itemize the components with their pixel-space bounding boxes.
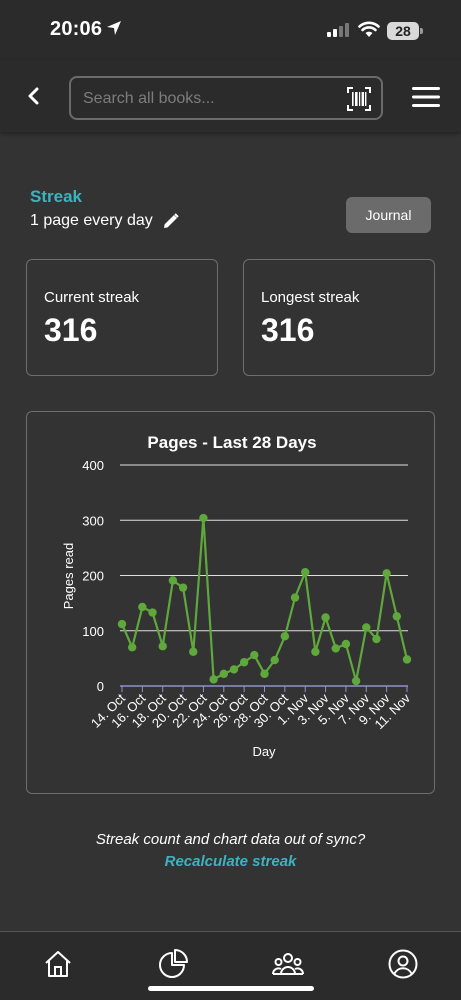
longest-streak-label: Longest streak [261,289,360,306]
chart-data-point [219,669,228,679]
hamburger-menu-icon[interactable] [412,86,440,108]
battery-icon: 28 [387,22,419,40]
search-box[interactable] [69,76,383,120]
chart-data-point [351,676,361,686]
chart-y-tick-label: 0 [97,679,104,694]
chart-data-point [321,613,330,622]
streak-goal: 1 page every day [30,212,153,229]
home-indicator[interactable] [148,986,314,991]
chart-title: Pages - Last 28 Days [147,433,316,452]
stats-pie-icon[interactable] [157,948,189,980]
chart-series-line [120,516,409,683]
chart-data-point [250,650,259,660]
chart-data-point [270,655,279,665]
chart-data-point [158,642,167,651]
profile-icon[interactable] [387,948,419,980]
chart-y-tick-label: 100 [82,624,104,639]
sync-note: Streak count and chart data out of sync? [95,831,366,848]
chart-data-point [229,665,239,674]
chart-data-point [362,623,371,632]
chart-y-tick-label: 300 [82,513,104,528]
battery-tip [420,28,423,34]
pages-line-chart: Pages - Last 28 Days Pages read Day 0 100… [61,433,413,759]
chart-data-point [209,675,218,684]
chart-data-point [239,658,249,667]
chart-data-point [280,632,290,641]
search-input[interactable] [83,88,333,110]
current-streak-card: Current streak 316 [26,259,218,376]
chart-data-point [341,639,351,649]
chart-data-point [168,576,178,585]
chart-data-point [402,655,412,664]
community-icon[interactable] [272,948,304,980]
longest-streak-card: Longest streak 316 [243,259,435,376]
current-streak-value: 316 [44,312,98,348]
chart-data-point [127,643,137,652]
chart-data-point [148,608,157,617]
back-chevron-icon[interactable] [22,84,46,108]
home-icon[interactable] [42,948,74,980]
chart-data-point [382,569,391,578]
chart-data-point [311,647,320,656]
longest-streak-value: 316 [261,312,315,348]
recalculate-streak-link[interactable]: Recalculate streak [164,853,297,870]
chart-data-point [290,593,300,602]
current-streak-label: Current streak [44,289,140,306]
chart-y-tick-label: 400 [82,458,104,473]
chart-data-point [199,513,208,523]
chart-data-point [117,619,127,629]
journal-button[interactable]: Journal [346,197,431,233]
chart-data-point [189,647,198,656]
chart-data-point [178,583,188,592]
top-bar [0,60,461,132]
chart-data-point [138,602,147,612]
streak-title: Streak [30,187,82,206]
chart-x-axis-label: Day [252,744,276,759]
pencil-edit-icon[interactable] [163,213,179,229]
pages-chart-card: Pages - Last 28 Days Pages read Day 0 100… [26,411,435,794]
chart-y-axis-label: Pages read [61,543,76,610]
wifi-icon [358,21,380,37]
barcode-scan-icon[interactable] [347,87,371,111]
status-bar: 20:06 28 [0,0,461,60]
chart-data-point [260,669,269,679]
chart-data-point [331,644,340,653]
battery-level: 28 [395,23,411,39]
chart-data-point [301,567,310,577]
chart-y-tick-label: 200 [82,569,104,584]
location-arrow-icon [107,21,121,35]
cellular-signal-icon [327,23,349,37]
chart-data-point [392,612,402,621]
status-time: 20:06 [50,18,103,40]
chart-data-point [372,634,381,644]
